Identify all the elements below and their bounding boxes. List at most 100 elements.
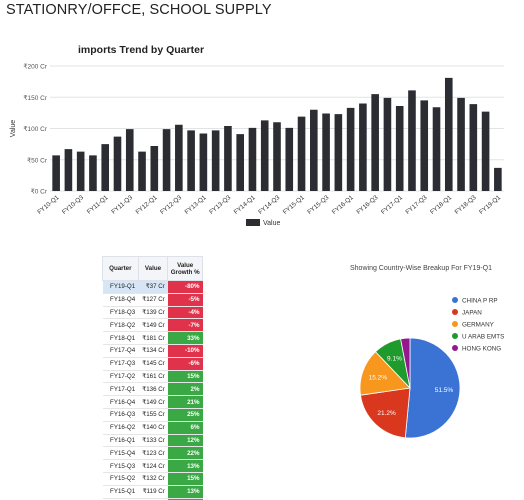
bar-FY12-Q1[interactable] — [150, 146, 159, 191]
bar-FY17-Q4[interactable] — [432, 107, 441, 191]
x-tick-label: FY16-Q1 — [331, 194, 355, 216]
table-row[interactable]: FY19-Q1 ₹37 Cr -80% — [102, 280, 203, 294]
table-row[interactable]: FY17-Q2 ₹161 Cr 15% — [102, 370, 203, 384]
table-row[interactable]: FY14-Q4₹101 Cr10% — [102, 498, 203, 500]
bar-FY12-Q3[interactable] — [175, 124, 183, 191]
cell-quarter: FY15-Q1 — [102, 485, 139, 499]
table-row[interactable]: FY15-Q3 ₹124 Cr 13% — [102, 459, 203, 473]
bar-FY10-Q2[interactable] — [64, 149, 73, 191]
cell-value: ₹149 Cr — [138, 395, 168, 409]
table-row[interactable]: FY16-Q3 ₹155 Cr 25% — [102, 408, 203, 422]
table-row[interactable]: FY17-Q4 ₹134 Cr -10% — [102, 344, 203, 358]
pie-legend-label[interactable]: JAPAN — [462, 310, 482, 317]
legend-swatch[interactable] — [246, 219, 260, 226]
table-row[interactable]: FY17-Q1 ₹136 Cr 2% — [102, 382, 203, 397]
table-row[interactable]: FY16-Q4 ₹149 Cr 21% — [102, 395, 203, 409]
bar-FY12-Q2[interactable] — [162, 129, 171, 191]
bar-FY11-Q2[interactable] — [113, 136, 122, 191]
pie-legend-marker[interactable] — [452, 321, 458, 327]
column-header-value[interactable]: Value — [137, 256, 169, 281]
bar-FY17-Q3[interactable] — [420, 100, 429, 191]
bar-FY15-Q3[interactable] — [322, 113, 330, 192]
bar-FY13-Q2[interactable] — [211, 130, 220, 191]
pie-legend-marker[interactable] — [452, 333, 458, 339]
bar-FY16-Q3[interactable] — [371, 94, 379, 191]
cell-value: ₹155 Cr — [138, 408, 168, 422]
column-header-quarter[interactable]: Quarter — [102, 256, 139, 281]
y-tick-label: ₹150 Cr — [23, 94, 47, 102]
bar-FY10-Q3[interactable] — [76, 151, 85, 191]
bar-FY11-Q3[interactable] — [125, 129, 134, 191]
y-axis-label: Value — [10, 120, 17, 137]
table-row[interactable]: FY15-Q1 ₹119 Cr 13% — [102, 485, 203, 499]
table-row[interactable]: FY15-Q2 ₹132 Cr 15% — [102, 472, 203, 486]
pie-slice-china-p-rp[interactable] — [404, 337, 461, 439]
pie-value-label: 15.2% — [369, 374, 388, 381]
x-tick-label: FY14-Q1 — [233, 194, 257, 216]
table-row[interactable]: FY18-Q4 ₹127 Cr -5% — [102, 293, 203, 307]
table-body: FY19-Q1 ₹37 Cr -80% FY18-Q4 ₹127 Cr -5% FY18-Q… — [102, 280, 203, 500]
pie-legend-label[interactable]: U ARAB EMTS — [462, 334, 504, 341]
bar-FY17-Q1[interactable] — [395, 106, 404, 191]
cell-value: ₹123 Cr — [138, 446, 168, 461]
pie-legend-label[interactable]: CHINA P RP — [462, 298, 498, 305]
bar-FY11-Q1[interactable] — [101, 144, 110, 191]
bar-FY16-Q2[interactable] — [359, 103, 367, 192]
cell-quarter: FY16-Q3 — [102, 408, 139, 422]
bar-FY12-Q4[interactable] — [187, 130, 195, 191]
bar-FY13-Q1[interactable] — [199, 133, 208, 192]
bar-FY14-Q3[interactable] — [273, 122, 281, 191]
table-row[interactable]: FY17-Q3 ₹145 Cr -6% — [102, 357, 203, 371]
cell-growth: 25% — [167, 408, 203, 422]
x-tick-label: FY15-Q3 — [306, 194, 330, 216]
x-tick-label: FY14-Q3 — [257, 194, 281, 216]
page-title: STATIONRY/OFFCE, SCHOOL SUPPLY — [6, 2, 272, 18]
cell-growth: -4% — [167, 306, 203, 320]
bar-FY15-Q1[interactable] — [297, 116, 306, 191]
bar-FY14-Q2[interactable] — [260, 120, 269, 191]
table-row[interactable]: FY18-Q2 ₹149 Cr -7% — [102, 318, 203, 333]
bar-FY17-Q2[interactable] — [408, 90, 416, 191]
cell-value: ₹37 Cr — [138, 280, 168, 294]
column-header-growth[interactable]: Value Growth % — [167, 256, 203, 281]
x-tick-label: FY15-Q1 — [282, 194, 306, 216]
table-row[interactable]: FY16-Q1 ₹133 Cr 12% — [102, 434, 203, 448]
pie-legend-label[interactable]: GERMANY — [462, 322, 495, 329]
quarter-table-container: Quarter Value Value Growth % FY19-Q1 ₹37 … — [102, 256, 203, 500]
x-tick-label: FY13-Q1 — [184, 194, 208, 216]
cell-growth: 33% — [167, 331, 203, 345]
pie-slice-japan[interactable] — [360, 387, 411, 439]
bar-FY15-Q2[interactable] — [310, 109, 318, 191]
bar-FY13-Q4[interactable] — [236, 134, 244, 191]
table-row[interactable]: FY18-Q1 ₹181 Cr 33% — [102, 331, 203, 345]
cell-quarter: FY16-Q1 — [102, 434, 139, 448]
pie-legend-marker[interactable] — [452, 309, 458, 315]
pie-legend-marker[interactable] — [452, 297, 458, 303]
pie-legend-marker[interactable] — [452, 345, 458, 351]
bar-FY10-Q4[interactable] — [89, 155, 97, 191]
cell-growth: -80% — [167, 280, 203, 294]
bar-FY14-Q1[interactable] — [248, 127, 257, 191]
legend-label[interactable]: Value — [263, 220, 280, 227]
bar-FY14-Q4[interactable] — [285, 127, 294, 191]
bar-FY15-Q4[interactable] — [334, 114, 343, 191]
bar-FY10-Q1[interactable] — [52, 155, 60, 191]
pie-slice-hong-kong[interactable] — [400, 337, 411, 389]
pie-legend-label[interactable]: HONG KONG — [462, 346, 501, 353]
cell-quarter: FY19-Q1 — [102, 280, 139, 294]
bar-FY16-Q4[interactable] — [383, 97, 392, 191]
pie-slice-germany[interactable] — [359, 351, 411, 396]
table-row[interactable]: FY16-Q2 ₹140 Cr 6% — [102, 421, 203, 435]
pie-value-label: 51.5% — [435, 387, 454, 394]
bar-FY18-Q3[interactable] — [469, 104, 478, 191]
bar-FY11-Q4[interactable] — [138, 151, 146, 191]
table-row[interactable]: FY18-Q3 ₹139 Cr -4% — [102, 306, 203, 320]
bar-FY18-Q4[interactable] — [481, 111, 490, 191]
table-row[interactable]: FY15-Q4 ₹123 Cr 22% — [102, 446, 203, 461]
bar-FY18-Q1[interactable] — [444, 77, 453, 191]
bar-FY18-Q2[interactable] — [457, 97, 465, 191]
bar-FY19-Q1[interactable] — [494, 167, 502, 191]
bar-FY16-Q1[interactable] — [346, 107, 355, 191]
bar-FY13-Q3[interactable] — [224, 126, 232, 191]
cell-value: ₹119 Cr — [138, 485, 168, 499]
